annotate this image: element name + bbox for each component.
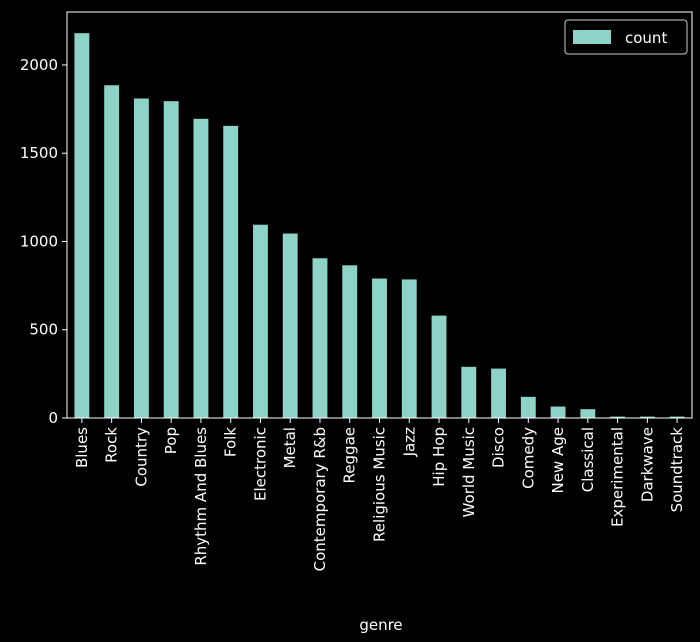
x-tick-label: Comedy <box>519 427 537 489</box>
y-ticks-group: 0 500 1000 1500 2000 <box>20 56 67 427</box>
bar-rhythm-and-blues <box>193 118 209 419</box>
bar-new-age <box>550 406 566 418</box>
x-tick-label: World Music <box>460 427 478 517</box>
legend-label: count <box>625 29 667 47</box>
bar-experimental <box>610 416 626 418</box>
x-tick-label: Metal <box>281 427 299 468</box>
bar-world-music <box>461 366 477 418</box>
y-tick-label: 1000 <box>20 232 58 250</box>
x-tick-label: Jazz <box>400 427 418 457</box>
bar-folk <box>223 125 239 419</box>
x-tick-label: Darkwave <box>638 427 656 502</box>
x-tick-label: Soundtrack <box>668 427 686 513</box>
bar-hip-hop <box>431 315 447 418</box>
bars-group <box>74 33 685 419</box>
y-tick-label: 500 <box>29 321 58 339</box>
x-tick-label: Electronic <box>251 427 269 501</box>
x-tick-label: Country <box>132 427 150 487</box>
x-tick-label: Rock <box>103 427 121 463</box>
x-tick-label: Religious Music <box>371 427 389 542</box>
x-tick-label: Blues <box>73 427 91 468</box>
bar-classical <box>580 409 596 418</box>
x-tick-label: Contemporary R&b <box>311 427 329 571</box>
x-tick-label: Pop <box>162 427 180 454</box>
x-ticks-group: Blues Rock Country Pop Rhythm And Blues Folk E… <box>73 418 686 571</box>
bar-reggae <box>342 265 358 418</box>
x-tick-label: Disco <box>490 427 508 468</box>
x-tick-label: New Age <box>549 427 567 494</box>
x-tick-label: Reggae <box>341 427 359 483</box>
y-tick-label: 1500 <box>20 144 58 162</box>
bar-country <box>133 98 149 418</box>
bar-comedy <box>520 396 536 418</box>
bar-jazz <box>401 279 417 418</box>
legend-box <box>564 19 688 55</box>
x-tick-label: Classical <box>579 427 597 492</box>
x-tick-label: Folk <box>222 427 240 457</box>
bar-rock <box>104 85 120 418</box>
y-tick-label: 0 <box>48 409 58 427</box>
bar-disco <box>491 368 506 418</box>
bar-blues <box>74 33 90 419</box>
bar-soundtrack <box>669 416 685 418</box>
x-tick-label: Rhythm And Blues <box>192 427 210 566</box>
bar-religious-music <box>372 278 387 418</box>
x-axis-title: genre <box>359 616 402 634</box>
legend-swatch <box>573 30 611 44</box>
bar-pop <box>163 101 179 418</box>
x-tick-label: Hip Hop <box>430 427 448 487</box>
legend: count <box>564 19 688 55</box>
y-tick-label: 2000 <box>20 56 58 74</box>
bar-darkwave <box>639 416 655 418</box>
x-tick-label: Experimental <box>609 427 627 527</box>
bar-contemporary-r-b <box>312 258 328 418</box>
bar-electronic <box>253 224 268 418</box>
bar-metal <box>282 233 298 418</box>
